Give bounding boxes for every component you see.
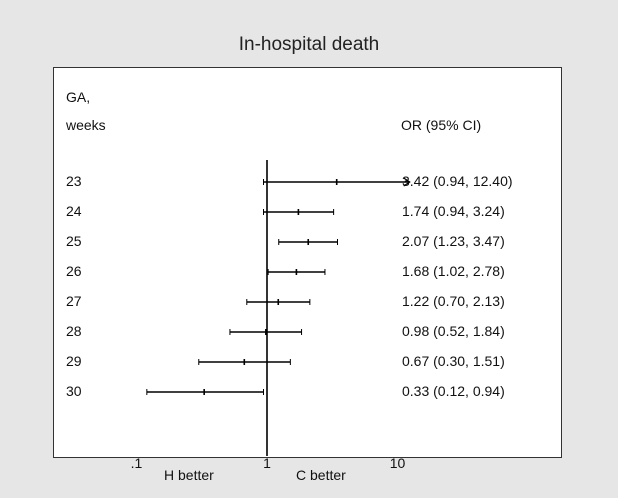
row-label: 27: [66, 293, 82, 309]
value-header: OR (95% CI): [401, 117, 482, 133]
row-header-line2: weeks: [66, 117, 106, 133]
row-label: 26: [66, 263, 82, 279]
plot-panel: [53, 67, 562, 458]
right-side-label: C better: [296, 467, 346, 483]
row-or-ci: 0.33 (0.12, 0.94): [402, 383, 505, 399]
row-header-line1: GA,: [66, 89, 91, 105]
row-or-ci: 1.68 (1.02, 2.78): [402, 263, 505, 279]
ci-arrow: [403, 177, 411, 187]
row-label: 30: [66, 383, 82, 399]
row-label: 24: [66, 203, 82, 219]
chart-title: In-hospital death: [238, 34, 380, 55]
left-side-label: H better: [164, 467, 214, 483]
row-or-ci: 1.74 (0.94, 3.24): [402, 203, 505, 219]
row-label: 25: [66, 233, 82, 249]
row-label: 29: [66, 353, 82, 369]
x-tick-label: 10: [389, 455, 406, 471]
row-or-ci: 0.67 (0.30, 1.51): [402, 353, 505, 369]
row-or-ci: 2.07 (1.23, 3.47): [402, 233, 505, 249]
row-or-ci: 1.22 (0.70, 2.13): [402, 293, 505, 309]
x-tick-label: 1: [263, 455, 271, 471]
row-label: 28: [66, 323, 82, 339]
x-tick-label: .1: [130, 455, 143, 471]
row-or-ci: 0.98 (0.52, 1.84): [402, 323, 505, 339]
row-or-ci: 3.42 (0.94, 12.40): [402, 173, 513, 189]
row-label: 23: [66, 173, 82, 189]
